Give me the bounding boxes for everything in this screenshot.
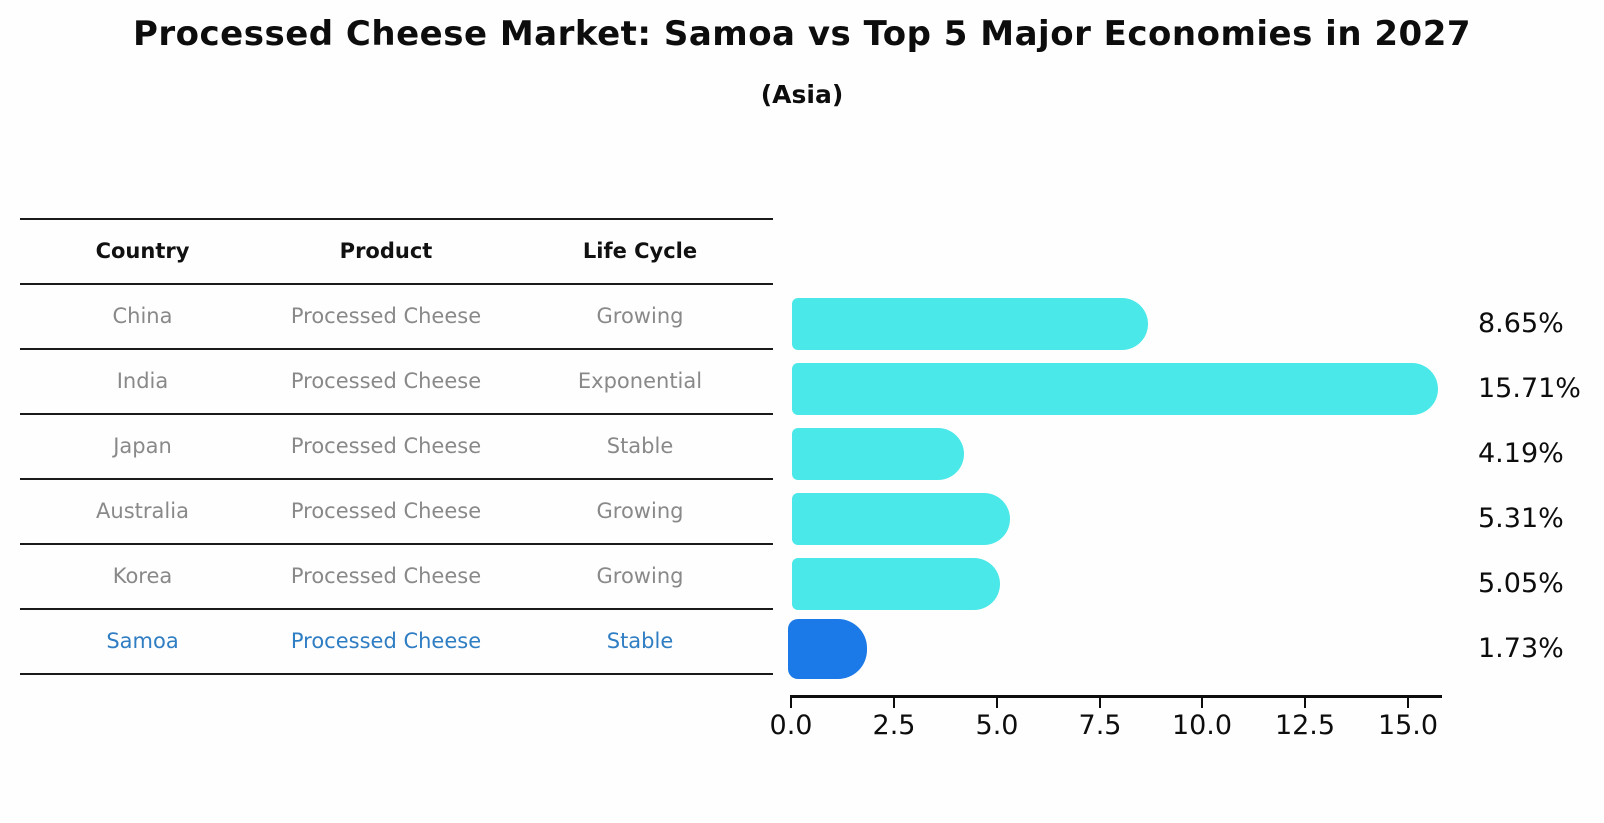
cell-product: Processed Cheese [290,368,482,393]
cell-product: Processed Cheese [290,563,482,588]
chart-subtitle: (Asia) [760,80,844,109]
cell-life-cycle: Growing [596,303,684,328]
table-rule [20,348,773,350]
table-row: Samoa Processed Cheese Stable [20,608,773,673]
cell-product: Processed Cheese [290,433,482,458]
value-label: 4.19% [1478,438,1564,469]
table-row: Australia Processed Cheese Growing [20,478,773,543]
cell-life-cycle: Growing [596,563,684,588]
bar-china [792,298,1148,350]
x-axis-tick [1304,698,1306,708]
table-row: Japan Processed Cheese Stable [20,413,773,478]
table-rule [20,543,773,545]
x-axis-tick-label: 15.0 [1377,710,1439,741]
table-rule [20,608,773,610]
x-axis-tick [1099,698,1101,708]
x-axis-tick-label: 2.5 [872,710,916,741]
cell-product: Processed Cheese [290,628,482,653]
x-axis-tick-label: 12.5 [1274,710,1336,741]
table-rule [20,478,773,480]
bar-australia [792,493,1010,545]
x-axis-tick-label: 0.0 [769,710,813,741]
table-rule [20,413,773,415]
value-label: 5.31% [1478,503,1564,534]
value-label: 8.65% [1478,308,1564,339]
cell-life-cycle: Exponential [577,368,703,393]
cell-life-cycle: Stable [606,433,674,458]
table-row: China Processed Cheese Growing [20,283,773,348]
column-header-product: Product [339,238,433,263]
x-axis-tick [1201,698,1203,708]
cell-product: Processed Cheese [290,498,482,523]
x-axis-tick-label: 5.0 [975,710,1019,741]
bar-japan [792,428,964,480]
x-axis-tick [893,698,895,708]
cell-life-cycle: Stable [606,628,674,653]
cell-life-cycle: Growing [596,498,684,523]
table-header-row: Country Product Life Cycle [20,218,773,283]
value-label: 1.73% [1478,633,1564,664]
cell-country: Australia [96,498,189,523]
x-axis-line [790,695,1442,698]
x-axis-tick [790,698,792,708]
table-rule [20,218,773,220]
x-axis-tick [996,698,998,708]
bar-samoa [788,619,867,679]
cell-country: India [116,368,169,393]
x-axis-tick-label: 10.0 [1171,710,1233,741]
bar-india [792,363,1438,415]
table-row: India Processed Cheese Exponential [20,348,773,413]
cell-country: Japan [113,433,172,458]
cell-country: Korea [112,563,173,588]
chart-title: Processed Cheese Market: Samoa vs Top 5 … [132,14,1472,54]
cell-country: Samoa [106,628,179,653]
table-row: Korea Processed Cheese Growing [20,543,773,608]
value-label: 5.05% [1478,568,1564,599]
table-rule [20,673,773,675]
column-header-life-cycle: Life Cycle [582,238,698,263]
cell-country: China [112,303,173,328]
cell-product: Processed Cheese [290,303,482,328]
bar-korea [792,558,1000,610]
x-axis-tick [1407,698,1409,708]
column-header-country: Country [95,238,190,263]
x-axis-tick-label: 7.5 [1078,710,1122,741]
value-label: 15.71% [1478,373,1581,404]
table-rule [20,283,773,285]
